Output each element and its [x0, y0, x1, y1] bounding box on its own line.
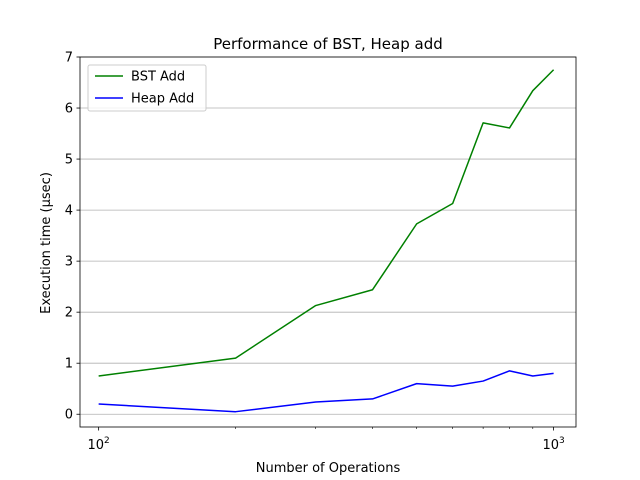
plot-area: 0 1 2 3 4 5 6 7 102 103	[65, 51, 577, 453]
series-line-bst-add	[98, 69, 555, 377]
y-axis-label: Execution time (μsec)	[39, 172, 54, 314]
series-line-heap-add	[98, 370, 554, 413]
x-tick-label: 103	[542, 436, 564, 453]
axes-frame	[79, 56, 577, 428]
legend-label: Heap Add	[131, 92, 194, 107]
y-tick-label: 4	[65, 204, 73, 219]
legend-label: BST Add	[131, 70, 185, 85]
y-tick-label: 2	[65, 306, 73, 321]
chart-title: Performance of BST, Heap add	[213, 35, 443, 53]
legend: BST Add Heap Add	[87, 64, 207, 112]
x-tick-label: 102	[87, 436, 109, 453]
y-tick-label: 0	[65, 408, 73, 423]
x-axis-label: Number of Operations	[256, 461, 401, 476]
y-tick-label: 7	[65, 51, 73, 66]
y-tick-label: 6	[65, 102, 73, 117]
y-tick-label: 1	[65, 357, 73, 372]
y-tick-label: 3	[65, 255, 73, 270]
y-tick-label: 5	[65, 153, 73, 168]
